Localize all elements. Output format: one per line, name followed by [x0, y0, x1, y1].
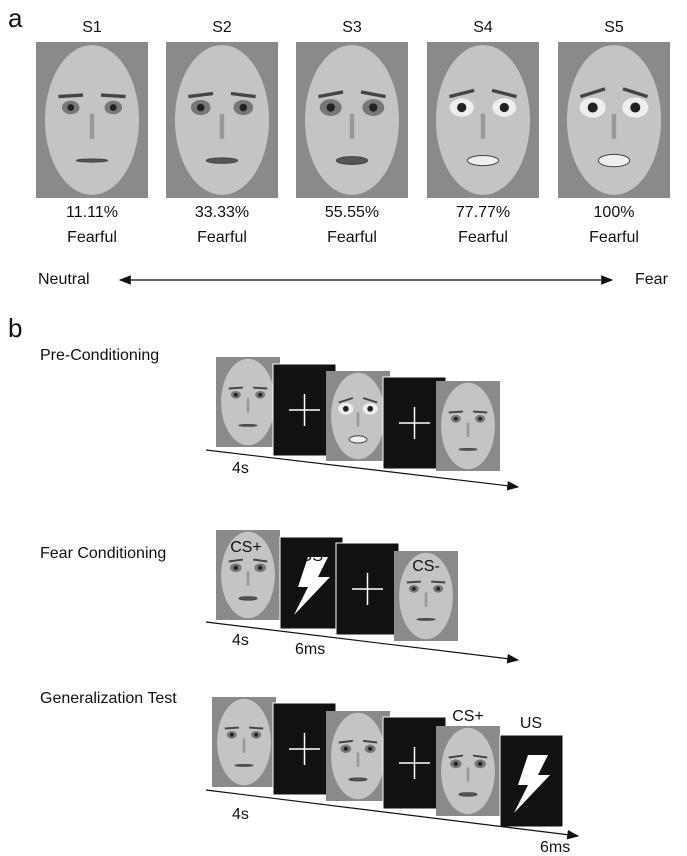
panel-label: a	[8, 3, 23, 33]
pupil	[230, 733, 234, 737]
us-duration: 6ms	[540, 839, 570, 856]
pupil	[110, 104, 117, 111]
mouth	[459, 793, 477, 796]
pupil	[412, 587, 416, 591]
brow	[473, 412, 487, 413]
fear-percent: 11.11%	[66, 204, 118, 221]
pupil	[457, 103, 466, 112]
pupil	[588, 102, 598, 112]
brow	[449, 412, 463, 413]
cs-plus: CS+	[452, 708, 484, 725]
fear-percent: 77.77%	[456, 204, 510, 221]
brow	[101, 95, 126, 97]
brow	[225, 728, 239, 729]
us: US	[520, 715, 542, 732]
pupil	[344, 747, 348, 751]
brow	[249, 728, 263, 729]
brow	[253, 388, 267, 389]
pupil	[343, 406, 349, 412]
fear-label: Fearful	[67, 229, 117, 246]
duration: 4s	[232, 632, 249, 649]
cs-minus: CS-	[412, 558, 440, 575]
duration: 4s	[232, 806, 249, 823]
fear-percent: 100%	[594, 204, 635, 221]
mouth	[417, 619, 435, 621]
brow	[58, 95, 83, 97]
figure: a Neutral Fear b S1 11.11% Fearful S2 33.33%…	[0, 0, 687, 856]
pupil	[478, 762, 482, 766]
mouth	[349, 436, 367, 443]
pupil	[67, 104, 74, 111]
axis-left: Neutral	[38, 271, 90, 288]
pupil	[240, 104, 248, 112]
pupil	[234, 566, 238, 570]
pupil	[500, 103, 509, 112]
pupil	[368, 747, 372, 751]
fear-percent: 55.55%	[325, 204, 379, 221]
mouth	[235, 765, 253, 767]
mouth	[459, 449, 477, 451]
stimulus-name: S1	[82, 19, 102, 36]
brow	[407, 582, 421, 583]
mouth	[467, 155, 498, 165]
fear-label: Fearful	[589, 229, 639, 246]
axis-right: Fear	[635, 271, 669, 288]
panel-label: b	[8, 313, 22, 343]
us: US	[301, 548, 323, 565]
fear-label: Fearful	[458, 229, 508, 246]
cs-plus: CS+	[230, 539, 262, 556]
stimulus-name: S5	[604, 19, 624, 36]
sequence-title: Fear Conditioning	[40, 545, 166, 562]
pupil	[369, 103, 377, 111]
us-duration: 6ms	[295, 641, 325, 658]
sequence-title: Pre-Conditioning	[40, 347, 159, 364]
stimulus-name: S2	[212, 19, 232, 36]
mouth	[349, 778, 367, 781]
pupil	[367, 406, 373, 412]
mouth	[598, 154, 629, 166]
brow	[229, 388, 243, 389]
mouth	[239, 597, 257, 600]
pupil	[258, 393, 262, 397]
stimuli	[36, 42, 670, 827]
sequence-title: Generalization Test	[40, 690, 177, 707]
pupil	[254, 733, 258, 737]
mouth	[336, 157, 367, 165]
duration: 4s	[232, 460, 249, 477]
fear-label: Fearful	[197, 229, 247, 246]
brow	[431, 582, 445, 583]
pupil	[258, 566, 262, 570]
pupil	[630, 102, 640, 112]
pupil	[454, 762, 458, 766]
mouth	[76, 159, 107, 162]
pupil	[234, 393, 238, 397]
fear-percent: 33.33%	[195, 204, 249, 221]
pupil	[197, 104, 205, 112]
pupil	[327, 103, 335, 111]
mouth	[239, 425, 257, 427]
pupil	[436, 587, 440, 591]
pupil	[478, 417, 482, 421]
pupil	[454, 417, 458, 421]
stimulus-name: S3	[342, 19, 362, 36]
mouth	[206, 158, 237, 163]
stimulus-name: S4	[473, 19, 493, 36]
fear-label: Fearful	[327, 229, 377, 246]
